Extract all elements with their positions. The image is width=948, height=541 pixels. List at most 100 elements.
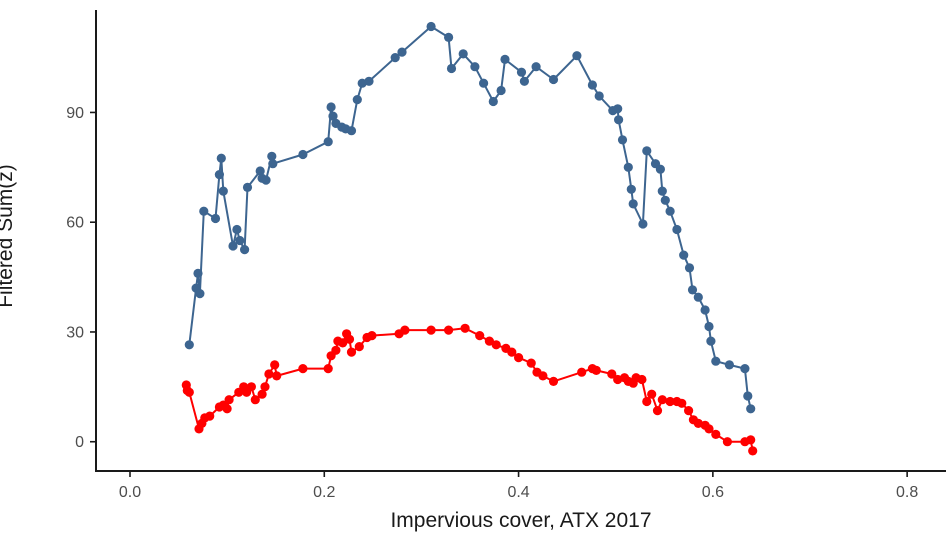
series-line	[188, 25, 752, 410]
data-point	[657, 186, 667, 196]
data-point	[594, 91, 604, 101]
data-point	[242, 182, 253, 192]
data-point	[218, 186, 228, 196]
data-point	[426, 325, 436, 335]
data-point	[679, 250, 689, 260]
data-point	[706, 336, 716, 346]
data-point	[367, 331, 377, 341]
data-point	[458, 49, 468, 59]
data-point	[354, 342, 364, 352]
data-point	[514, 353, 524, 363]
data-point	[257, 389, 267, 399]
data-point	[214, 170, 224, 180]
data-point	[488, 96, 498, 107]
data-point	[184, 340, 194, 350]
data-point	[626, 184, 636, 194]
data-point	[272, 371, 282, 381]
data-point	[693, 292, 703, 302]
x-tick-label: 0.0	[119, 484, 141, 501]
series-layer	[181, 21, 758, 456]
data-point	[446, 63, 457, 74]
data-point	[700, 305, 710, 315]
data-point	[516, 67, 527, 77]
data-point	[240, 245, 250, 255]
data-point	[216, 153, 226, 163]
data-point	[328, 111, 338, 121]
data-point	[298, 364, 308, 374]
data-point	[591, 365, 601, 375]
data-point	[268, 159, 278, 169]
data-point	[687, 285, 698, 295]
y-axis-title: Filtered Sum(z)	[0, 164, 17, 308]
data-point	[224, 395, 234, 405]
data-point	[660, 195, 670, 205]
data-point	[491, 340, 501, 350]
data-point	[222, 404, 232, 414]
data-point	[232, 224, 242, 235]
data-point	[638, 219, 648, 229]
x-tick-label: 0.6	[702, 484, 724, 501]
data-point	[496, 85, 506, 96]
data-point	[264, 369, 274, 379]
data-point	[684, 406, 694, 416]
data-point	[704, 424, 714, 434]
data-point	[672, 224, 682, 235]
data-point	[331, 345, 341, 355]
data-point	[397, 47, 407, 57]
data-point	[270, 360, 280, 370]
data-point	[470, 62, 480, 72]
data-point	[338, 338, 348, 348]
data-point	[210, 213, 221, 224]
y-tick-label: 30	[66, 324, 84, 341]
series-1	[184, 21, 756, 414]
data-point	[500, 54, 510, 64]
data-point	[267, 151, 277, 161]
data-point	[346, 126, 357, 136]
data-point	[199, 206, 209, 216]
data-point	[655, 164, 666, 174]
data-point	[484, 336, 494, 346]
data-point	[607, 369, 617, 379]
data-point	[184, 387, 194, 397]
x-tick-label: 0.2	[313, 484, 335, 501]
data-point	[642, 146, 652, 156]
y-axis: 0 30 60 90	[66, 10, 97, 472]
data-point	[637, 374, 647, 385]
data-point	[647, 389, 657, 399]
y-tick-label: 90	[66, 105, 84, 122]
data-point	[652, 406, 663, 416]
data-point	[426, 21, 436, 32]
data-point	[364, 76, 374, 86]
data-point	[617, 135, 628, 145]
data-point	[572, 51, 582, 61]
data-point	[228, 241, 238, 251]
data-point	[722, 437, 733, 447]
data-point	[323, 137, 333, 147]
data-point	[195, 289, 205, 299]
data-point	[390, 53, 400, 63]
data-point	[665, 206, 675, 216]
data-point	[193, 268, 203, 278]
data-point	[246, 382, 256, 392]
data-point	[711, 356, 721, 366]
data-point	[250, 395, 260, 405]
data-point	[748, 446, 758, 456]
data-point	[519, 76, 530, 86]
data-point	[479, 78, 489, 88]
data-point	[677, 398, 687, 408]
data-point	[724, 360, 735, 370]
data-point	[526, 358, 536, 368]
data-point	[507, 347, 517, 357]
data-point	[587, 80, 598, 90]
data-point	[657, 395, 667, 405]
data-point	[255, 166, 265, 176]
data-point	[623, 162, 633, 172]
data-point	[704, 321, 714, 332]
data-point	[577, 367, 587, 377]
data-point	[665, 396, 675, 407]
data-point	[684, 263, 695, 273]
x-axis: 0.0 0.2 0.4 0.6 0.8	[96, 470, 946, 501]
data-point	[740, 364, 750, 374]
data-point	[346, 347, 357, 357]
